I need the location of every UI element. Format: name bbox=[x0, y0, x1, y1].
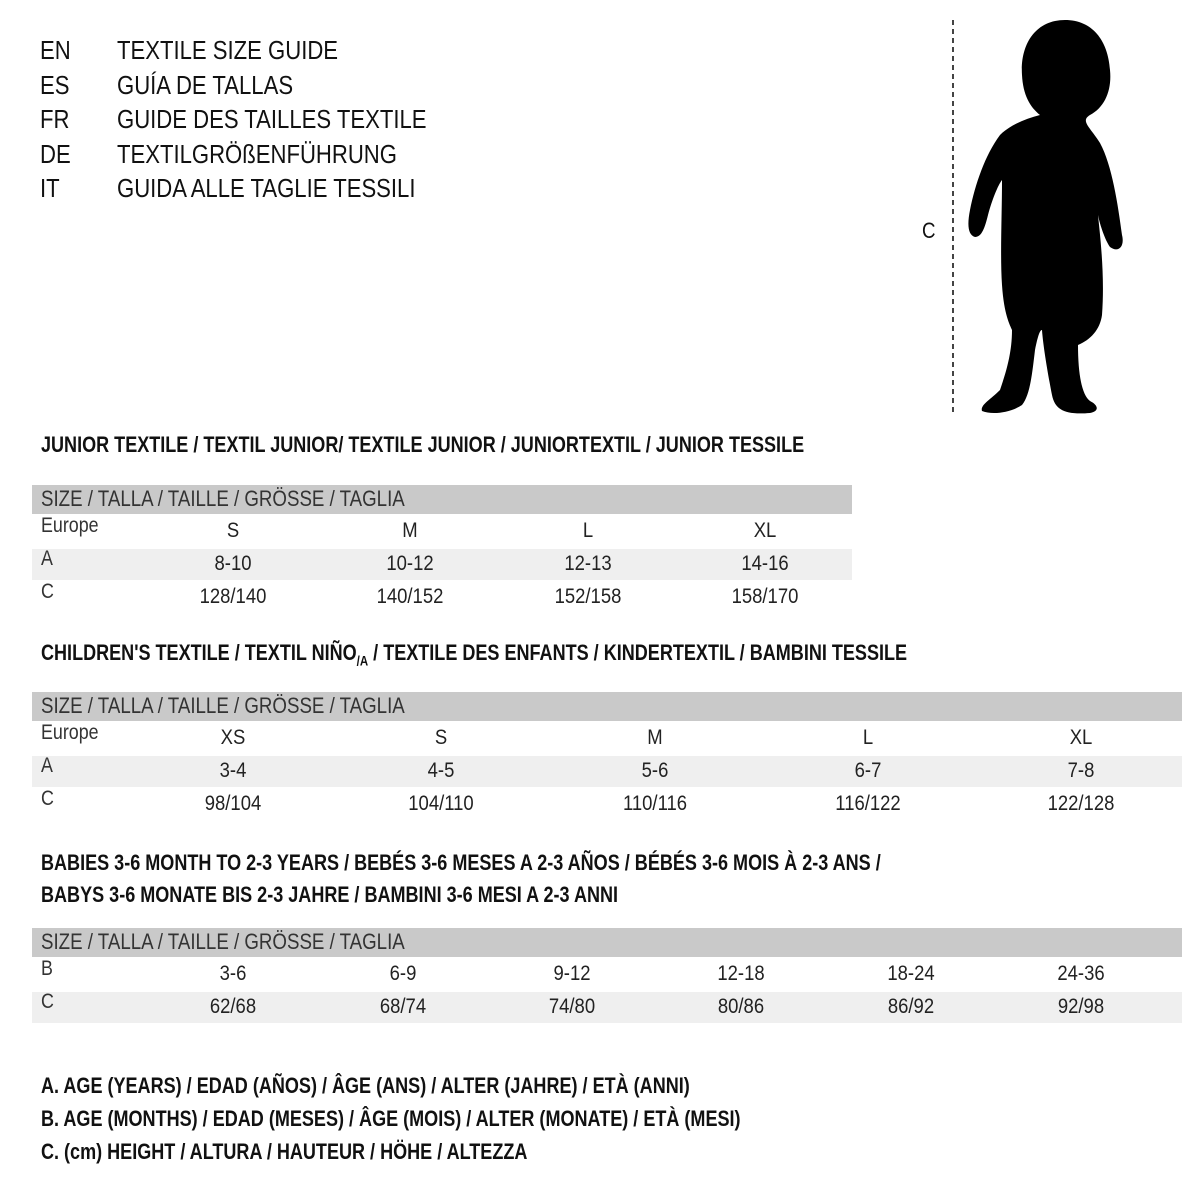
table-cell: 104/110 bbox=[408, 792, 474, 815]
title-lang-code: EN bbox=[40, 35, 71, 65]
table-cell: 9-12 bbox=[553, 962, 591, 985]
table-cell: 86/92 bbox=[887, 995, 935, 1018]
table-cell: M bbox=[647, 726, 663, 749]
table-cell: 128/140 bbox=[199, 585, 267, 608]
title-text: TEXTILGRÖßENFÜHRUNG bbox=[117, 138, 397, 169]
table-header-label: SIZE / TALLA / TAILLE / GRÖSSE / TAGLIA bbox=[41, 693, 405, 718]
legend-b: B. AGE (MONTHS) / EDAD (MESES) / ÂGE (MO… bbox=[41, 1106, 741, 1131]
legend-a: A. AGE (YEARS) / EDAD (AÑOS) / ÂGE (ANS)… bbox=[41, 1073, 690, 1098]
table-cell: 98/104 bbox=[204, 792, 262, 815]
table-cell: M bbox=[402, 519, 418, 542]
table-cell: S bbox=[434, 726, 448, 749]
child-silhouette-icon bbox=[952, 20, 1123, 415]
table-cell: 12-18 bbox=[717, 962, 765, 985]
babies-heading-2: BABYS 3-6 MONATE BIS 2-3 JAHRE / BAMBINI… bbox=[41, 882, 619, 907]
title-lang-code: IT bbox=[40, 173, 60, 203]
row-label: C bbox=[41, 580, 54, 603]
table-cell: L bbox=[582, 519, 594, 542]
table-cell: 4-5 bbox=[427, 759, 455, 782]
table-cell: 80/86 bbox=[717, 995, 765, 1018]
legend-c: C. (cm) HEIGHT / ALTURA / HAUTEUR / HÖHE… bbox=[41, 1139, 528, 1164]
table-cell: 8-10 bbox=[214, 552, 252, 575]
row-label: A bbox=[41, 754, 53, 777]
title-lang-code: DE bbox=[40, 138, 71, 169]
table-header-label: SIZE / TALLA / TAILLE / GRÖSSE / TAGLIA bbox=[41, 486, 405, 511]
table-cell: 5-6 bbox=[641, 759, 669, 782]
row-shade bbox=[32, 992, 1182, 1023]
babies-heading-1: BABIES 3-6 MONTH TO 2-3 YEARS / BEBÉS 3-… bbox=[41, 850, 881, 875]
table-header-bg bbox=[32, 692, 1182, 721]
row-label: B bbox=[41, 957, 53, 980]
table-cell: 6-7 bbox=[854, 759, 882, 782]
table-cell: 10-12 bbox=[386, 552, 434, 575]
table-cell: XL bbox=[753, 519, 777, 542]
table-cell: XL bbox=[1069, 726, 1093, 749]
table-header-label: SIZE / TALLA / TAILLE / GRÖSSE / TAGLIA bbox=[41, 929, 405, 954]
children-heading: CHILDREN'S TEXTILE / TEXTIL NIÑO/A / TEX… bbox=[41, 640, 907, 668]
row-label: Europe bbox=[41, 721, 99, 744]
title-text: GUIDE DES TAILLES TEXTILE bbox=[117, 104, 427, 134]
table-cell: 110/116 bbox=[622, 792, 688, 815]
row-shade bbox=[32, 756, 1182, 787]
row-label: A bbox=[41, 547, 53, 570]
table-cell: 158/170 bbox=[731, 585, 799, 608]
table-cell: 140/152 bbox=[376, 585, 444, 608]
title-lang-code: FR bbox=[40, 104, 70, 134]
title-lang-code: ES bbox=[40, 69, 70, 100]
row-shade bbox=[32, 549, 852, 580]
table-cell: 92/98 bbox=[1057, 995, 1105, 1018]
height-measure-label: C bbox=[922, 218, 936, 243]
table-cell: 62/68 bbox=[209, 995, 257, 1018]
title-text: GUIDA ALLE TAGLIE TESSILI bbox=[117, 173, 416, 203]
table-cell: 18-24 bbox=[887, 962, 935, 985]
junior-heading: JUNIOR TEXTILE / TEXTIL JUNIOR/ TEXTILE … bbox=[41, 432, 805, 457]
table-cell: 152/158 bbox=[554, 585, 622, 608]
table-cell: 74/80 bbox=[548, 995, 596, 1018]
table-cell: 116/122 bbox=[835, 792, 901, 815]
children-heading-rest: / TEXTILE DES ENFANTS / KINDERTEXTIL / B… bbox=[368, 640, 908, 665]
table-cell: L bbox=[862, 726, 874, 749]
table-header-bg bbox=[32, 485, 852, 514]
row-label: C bbox=[41, 990, 54, 1013]
children-heading-sub: /A bbox=[356, 652, 369, 669]
table-cell: 14-16 bbox=[741, 552, 789, 575]
table-cell: 3-6 bbox=[219, 962, 247, 985]
title-text: GUÍA DE TALLAS bbox=[117, 69, 294, 100]
table-cell: 68/74 bbox=[379, 995, 427, 1018]
title-text: TEXTILE SIZE GUIDE bbox=[117, 35, 339, 65]
table-cell: 24-36 bbox=[1057, 962, 1105, 985]
row-label: Europe bbox=[41, 514, 99, 537]
table-cell: S bbox=[226, 519, 240, 542]
children-heading-main: CHILDREN'S TEXTILE / TEXTIL NIÑO bbox=[41, 640, 357, 665]
row-label: C bbox=[41, 787, 54, 810]
table-cell: 122/128 bbox=[1047, 792, 1115, 815]
table-header-bg bbox=[32, 928, 1182, 957]
table-cell: 7-8 bbox=[1067, 759, 1095, 782]
table-cell: 3-4 bbox=[219, 759, 247, 782]
table-cell: 12-13 bbox=[564, 552, 612, 575]
table-cell: 6-9 bbox=[389, 962, 417, 985]
table-cell: XS bbox=[220, 726, 246, 749]
